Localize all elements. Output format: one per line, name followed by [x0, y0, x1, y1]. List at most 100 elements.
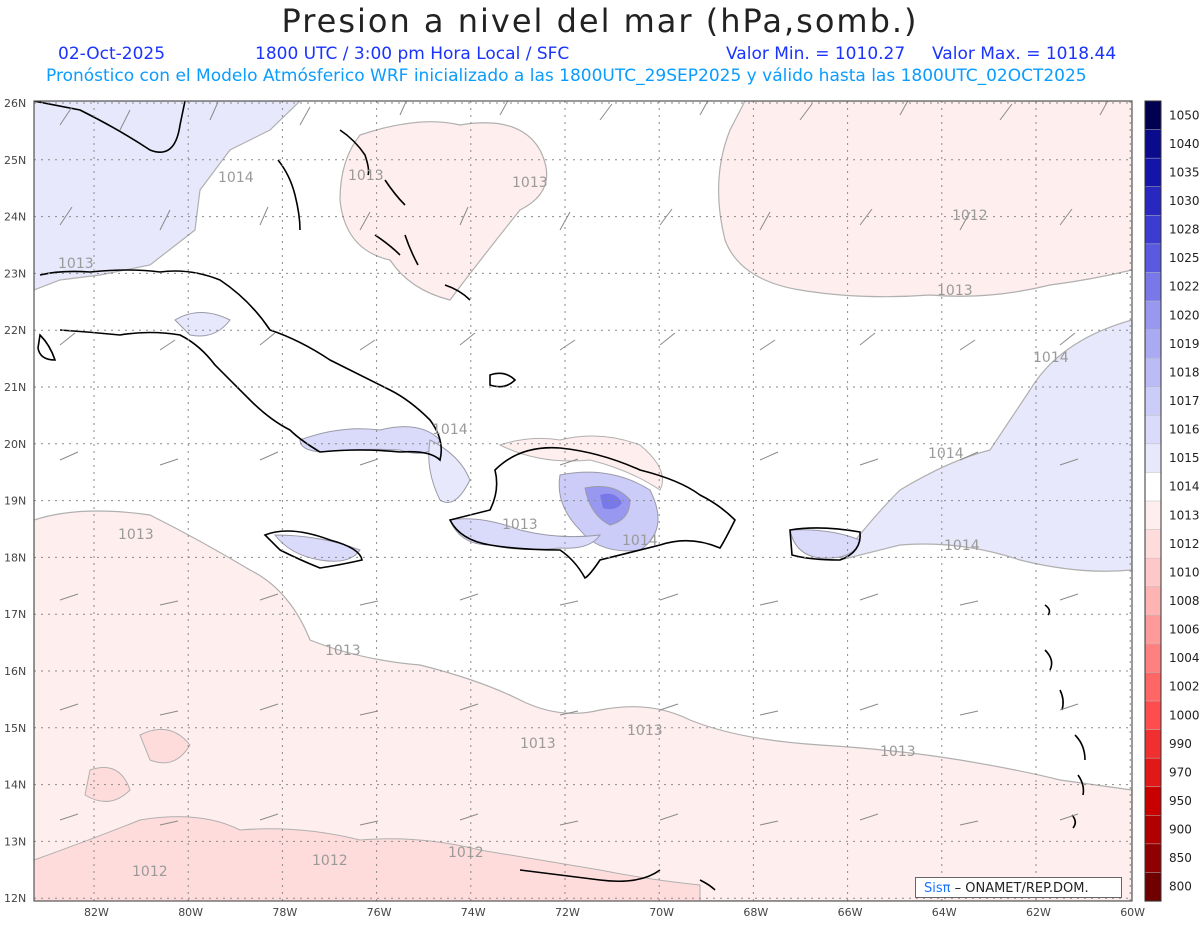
lon-label: 66W [838, 906, 863, 919]
lat-label: 24N [4, 211, 26, 224]
legend-swatch [1144, 786, 1162, 817]
contour-label: 1014 [218, 170, 254, 186]
legend-swatch [1144, 815, 1162, 845]
legend-swatch [1144, 300, 1162, 331]
legend-label: 1008 [1169, 594, 1200, 608]
legend-swatch [1144, 129, 1162, 159]
sis-logo: Sisπ [924, 881, 951, 896]
contour-label: 1013 [937, 283, 973, 299]
lon-label: 62W [1026, 906, 1051, 919]
legend-frame [1144, 100, 1162, 902]
legend-swatch [1144, 272, 1162, 302]
legend-swatch [1144, 357, 1162, 388]
legend-label: 1028 [1169, 223, 1200, 237]
lon-label: 76W [367, 906, 392, 919]
contour-label: 1012 [132, 864, 168, 880]
legend-swatch [1144, 329, 1162, 359]
contour-label: 1013 [325, 643, 361, 659]
lat-label: 21N [4, 381, 26, 394]
legend-label: 1002 [1169, 680, 1200, 694]
lat-label: 19N [4, 495, 26, 508]
latitude-labels: 26N 25N 24N 23N 22N 21N 20N 19N 18N 17N 16N 15N 14N 1… [4, 97, 26, 905]
contour-label: 1013 [58, 256, 94, 272]
lat-label: 15N [4, 722, 26, 735]
legend-label: 1019 [1169, 337, 1200, 351]
lon-label: 80W [178, 906, 203, 919]
legend-label: 1022 [1169, 280, 1200, 294]
legend-label: 1025 [1169, 251, 1200, 265]
lat-label: 25N [4, 154, 26, 167]
pressure-shading [34, 101, 1132, 901]
contour-label: 1014 [1033, 350, 1069, 366]
legend-label: 1030 [1169, 194, 1200, 208]
legend-swatch [1144, 586, 1162, 617]
legend-swatch [1144, 472, 1162, 502]
legend-label: 1016 [1169, 423, 1200, 437]
contour-label: 1013 [118, 527, 154, 543]
legend-label: 800 [1169, 880, 1192, 894]
legend-swatch [1144, 700, 1162, 731]
longitude-labels: 82W 80W 78W 76W 74W 72W 70W 68W 66W 64W 62W 60W [84, 906, 1145, 919]
map-frame [33, 100, 1133, 902]
legend-label: 1018 [1169, 365, 1200, 379]
legend-swatch [1144, 443, 1162, 474]
pressure-legend: 1050 1040 1035 1030 1028 1025 1022 1020 1019 1018… [1144, 100, 1200, 902]
contour-label: 1013 [880, 744, 916, 760]
legend-swatch [1144, 872, 1162, 902]
legend-swatch [1144, 186, 1162, 217]
legend-swatch [1144, 215, 1162, 245]
coastlines [34, 101, 1086, 891]
contour-label: 1014 [432, 422, 468, 438]
legend-swatch [1144, 843, 1162, 874]
legend-swatch [1144, 672, 1162, 702]
contour-label: 1014 [622, 533, 658, 549]
lat-label: 12N [4, 892, 26, 905]
legend-label: 1017 [1169, 394, 1200, 408]
legend-swatch [1144, 386, 1162, 417]
wind-barbs [59, 101, 1109, 826]
legend-label: 1012 [1169, 537, 1200, 551]
legend-label: 1050 [1169, 108, 1200, 122]
contour-label: 1014 [944, 538, 980, 554]
lon-label: 78W [272, 906, 297, 919]
lon-label: 60W [1120, 906, 1145, 919]
legend-label: 990 [1169, 737, 1192, 751]
contour-labels: 1014 1013 1013 1013 1012 1013 1014 1014 1014 1014… [58, 168, 1069, 880]
contour-label: 1013 [348, 168, 384, 184]
contour-label: 1013 [520, 736, 556, 752]
lat-label: 23N [4, 267, 26, 280]
map-title: Presion a nivel del mar (hPa,somb.) [281, 2, 919, 40]
legend-label: 1014 [1169, 480, 1200, 494]
lon-label: 74W [461, 906, 486, 919]
lat-label: 18N [4, 551, 26, 564]
contour-label: 1014 [928, 446, 964, 462]
contour-label: 1013 [502, 517, 538, 533]
legend-swatch [1144, 243, 1162, 274]
lon-label: 82W [84, 906, 109, 919]
gridlines [34, 101, 1132, 901]
legend-label: 1020 [1169, 308, 1200, 322]
legend-label: 1004 [1169, 651, 1200, 665]
legend-label: 1000 [1169, 708, 1200, 722]
lat-label: 22N [4, 324, 26, 337]
legend-label: 1006 [1169, 623, 1200, 637]
legend-swatch [1144, 529, 1162, 559]
legend-swatch [1144, 615, 1162, 645]
legend-label: 950 [1169, 794, 1192, 808]
legend-label: 1010 [1169, 565, 1200, 579]
legend-swatch [1144, 100, 1162, 131]
lat-label: 26N [4, 97, 26, 110]
model-subtitle: Pronóstico con el Modelo Atmósferico WRF… [46, 66, 1087, 86]
credit-box: Sisπ – ONAMET/REP.DOM. [915, 877, 1122, 898]
legend-label: 1015 [1169, 451, 1200, 465]
lat-label: 20N [4, 438, 26, 451]
contour-label: 1013 [512, 175, 548, 191]
lat-label: 13N [4, 835, 26, 848]
lon-label: 64W [932, 906, 957, 919]
legend-swatch [1144, 729, 1162, 759]
lat-label: 14N [4, 779, 26, 792]
legend-swatch [1144, 157, 1162, 188]
legend-swatch [1144, 643, 1162, 674]
legend-swatch [1144, 500, 1162, 531]
